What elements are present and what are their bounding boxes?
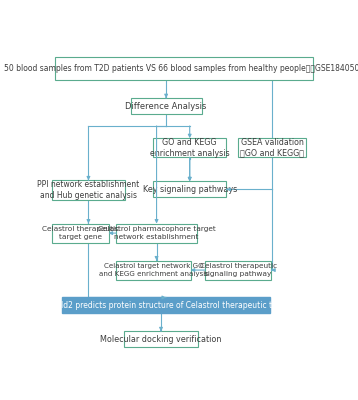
FancyBboxPatch shape — [116, 260, 191, 280]
Text: Celastrol therapeutic
target gene: Celastrol therapeutic target gene — [42, 226, 119, 240]
FancyBboxPatch shape — [116, 224, 197, 243]
Text: 50 blood samples from T2D patients VS 66 blood samples from healthy people　（GSE1: 50 blood samples from T2D patients VS 66… — [4, 64, 358, 73]
Text: Key signaling pathways: Key signaling pathways — [142, 185, 237, 194]
FancyBboxPatch shape — [131, 98, 202, 114]
FancyBboxPatch shape — [62, 298, 270, 314]
FancyBboxPatch shape — [153, 181, 227, 197]
Text: PPI network establishment
and Hub genetic analysis: PPI network establishment and Hub geneti… — [37, 180, 140, 200]
Text: Celastrol therapeutic
signaling pathway: Celastrol therapeutic signaling pathway — [199, 263, 277, 277]
Text: Celastrol pharmacophore target
network establishment: Celastrol pharmacophore target network e… — [98, 226, 216, 240]
Text: GO and KEGG
enrichment analysis: GO and KEGG enrichment analysis — [150, 138, 229, 158]
Text: Celastrol target network GO
and KEGG enrichment analysis: Celastrol target network GO and KEGG enr… — [98, 263, 208, 277]
FancyBboxPatch shape — [205, 260, 271, 280]
Text: Molecular docking verification: Molecular docking verification — [100, 335, 222, 344]
Text: AlphFold2 predicts protein structure of Celastrol therapeutic targets: AlphFold2 predicts protein structure of … — [35, 301, 297, 310]
FancyBboxPatch shape — [153, 138, 227, 157]
FancyBboxPatch shape — [52, 180, 125, 200]
FancyBboxPatch shape — [55, 57, 313, 80]
FancyBboxPatch shape — [52, 224, 108, 243]
Text: GSEA validation
（GO and KEGG）: GSEA validation （GO and KEGG） — [240, 138, 304, 158]
FancyBboxPatch shape — [124, 331, 198, 347]
FancyBboxPatch shape — [238, 138, 306, 157]
Text: Difference Analysis: Difference Analysis — [125, 102, 207, 111]
